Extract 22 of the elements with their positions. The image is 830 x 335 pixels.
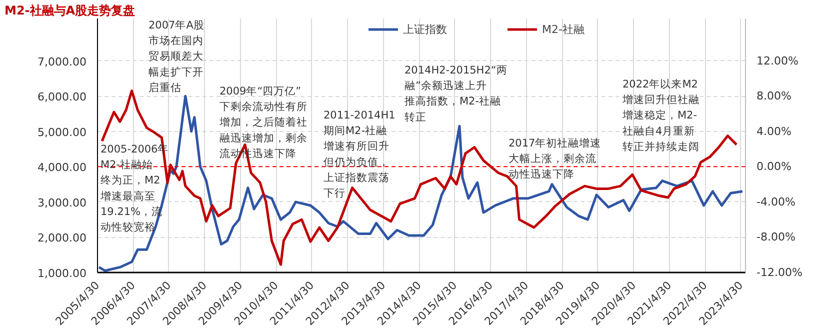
y2-tick-label: 8.00% [756,90,792,103]
annotation: 2011-2014H1期间M2-社融增速有所回升但仍为负值，上证指数震荡下行 [322,110,396,200]
annotation: 2022年以来M2增速回升但社融增速稳定，M2-社融自4月重新转正并持续走阔 [622,78,700,153]
y-tick-label: 7,000.00 [38,55,86,68]
legend-label: M2-社融 [542,22,584,36]
y-tick-label: 4,000.00 [38,161,86,174]
annotation: 2017年初社融增速大幅上涨，剩余流动性迅速下降 [508,136,602,181]
y-tick-label: 5,000.00 [38,126,86,139]
y-tick-label: 6,000.00 [38,90,86,104]
legend-label: 上证指数 [403,22,447,36]
annotation: 2014H2-2015H2“两融”余额迅速上升推高指数，M2-社融转正 [404,64,508,124]
y-tick-label: 3,000.00 [38,196,86,210]
y2-tick-label: -8.00% [756,230,796,244]
y2-tick-label: 0.00% [756,160,792,174]
y2-tick-label: -12.00% [756,266,802,279]
annotation: 2007年A股市场在国内贸易顺差大幅走扩下开启重估 [148,20,204,94]
y2-tick-label: 12.00% [756,54,798,68]
y-tick-label: 2,000.00 [38,232,86,245]
y-tick-label: 1,000.00 [38,267,86,280]
y2-tick-label: -4.00% [756,195,796,208]
chart-title: M2-社融与A股走势复盘 [4,4,136,18]
y2-tick-label: 4.00% [756,124,792,138]
